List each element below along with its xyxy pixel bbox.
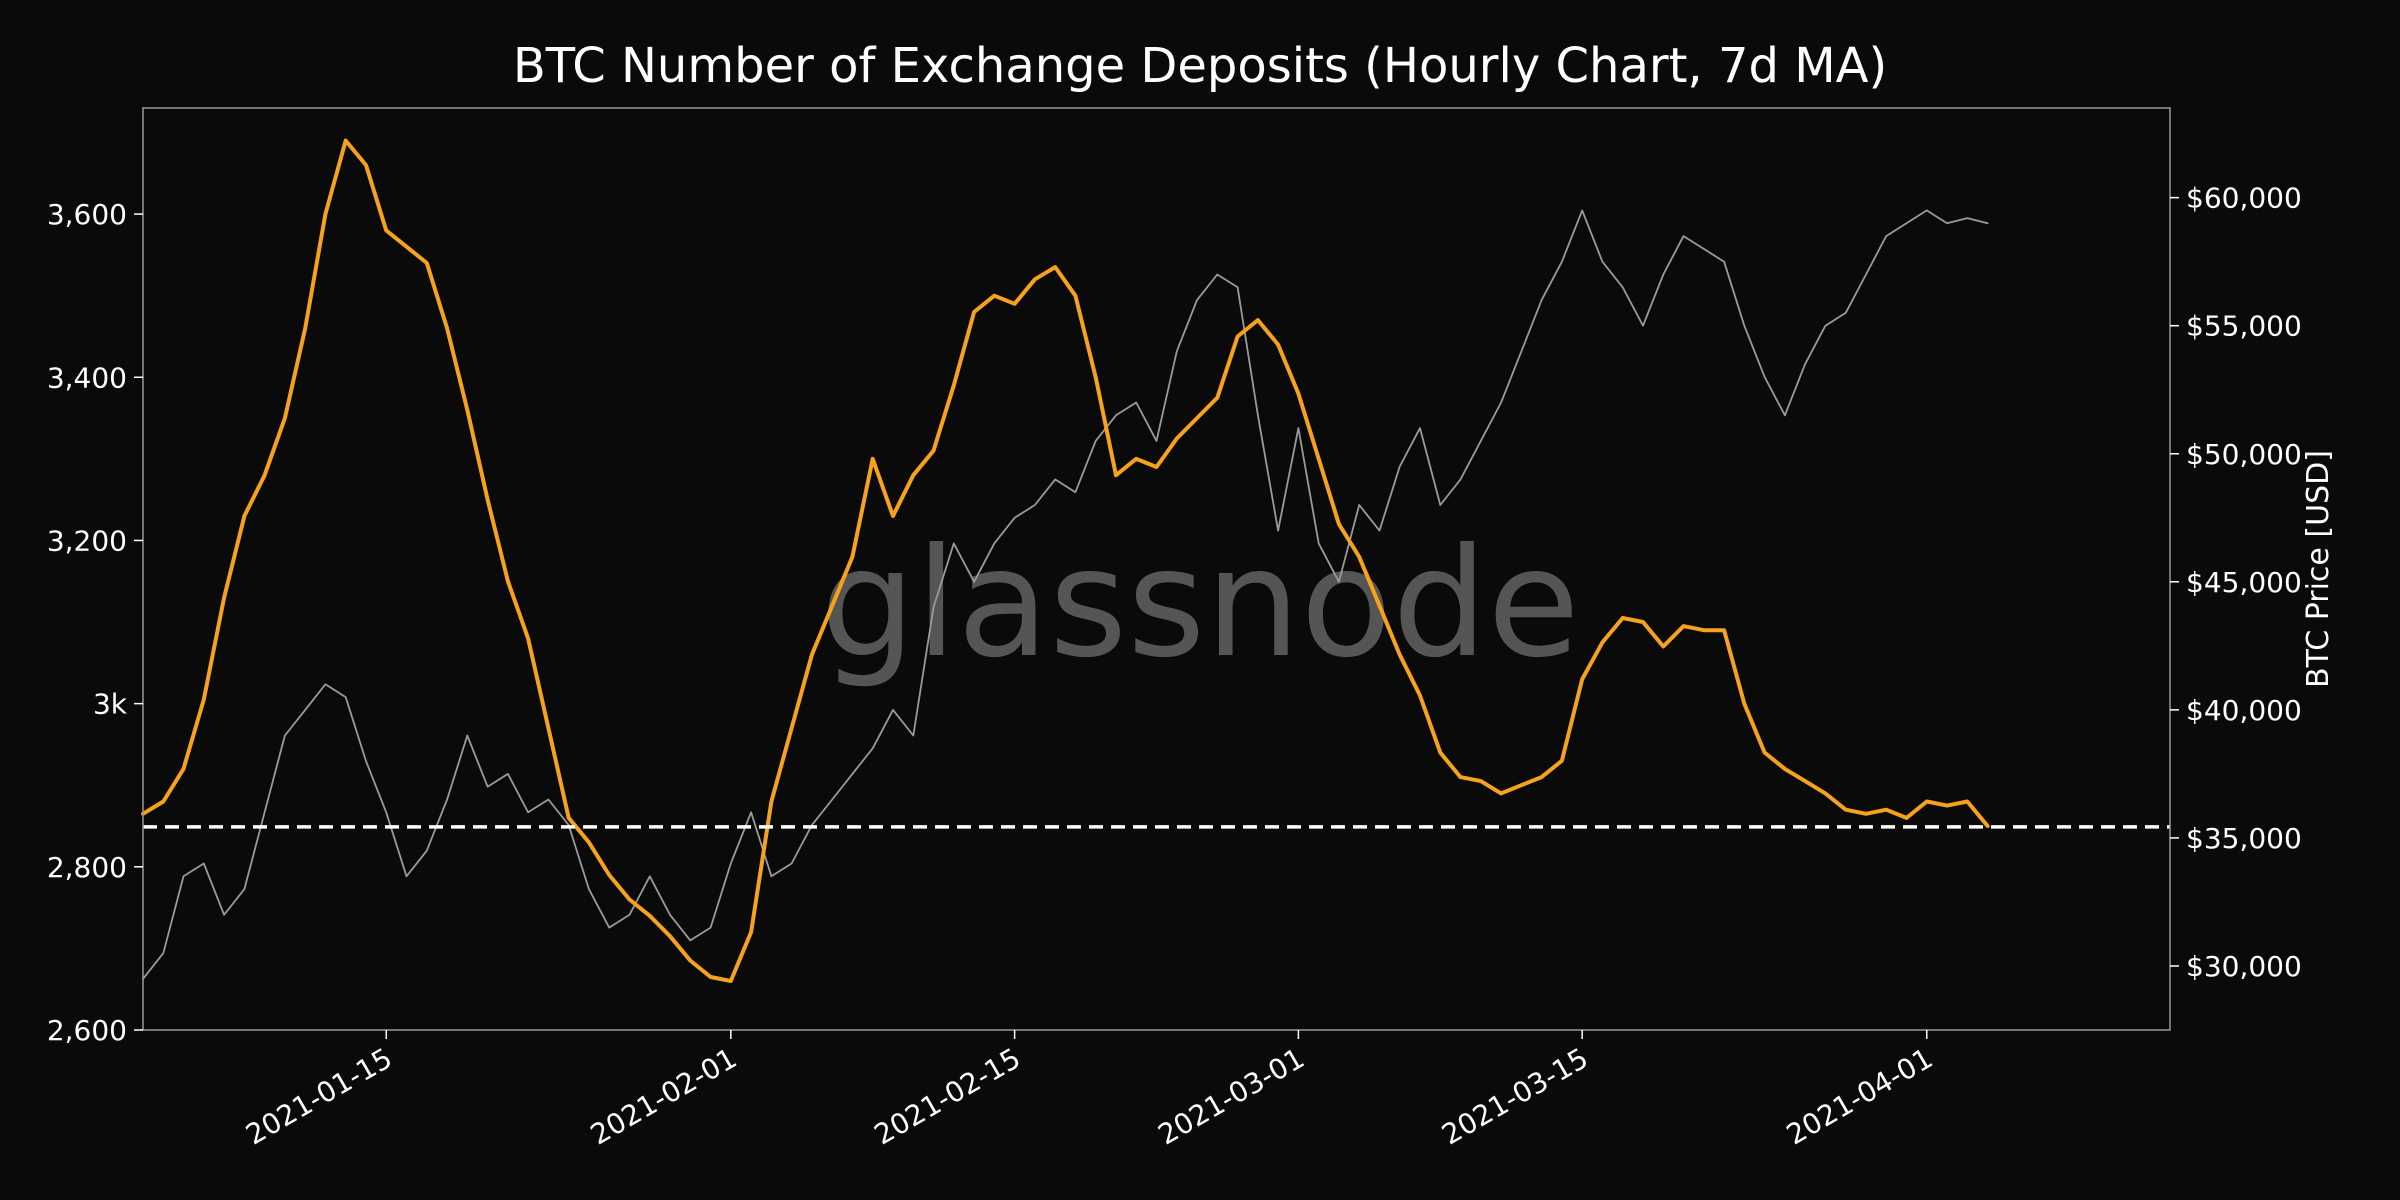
left-tick-label: 2,600 xyxy=(47,1014,127,1047)
right-tick-label: $55,000 xyxy=(2186,310,2302,343)
left-tick-label: 2,800 xyxy=(47,851,127,884)
chart-title: BTC Number of Exchange Deposits (Hourly … xyxy=(513,38,1887,94)
right-tick-label: $50,000 xyxy=(2186,438,2302,471)
left-tick-label: 3k xyxy=(93,688,128,721)
right-tick-label: $40,000 xyxy=(2186,694,2302,727)
x-tick-label: 2021-02-15 xyxy=(869,1041,1026,1151)
left-tick-label: 3,200 xyxy=(47,524,127,557)
btc-price-series-line xyxy=(142,209,1989,980)
x-tick-label: 2021-01-15 xyxy=(240,1041,397,1151)
left-axis: 2,600 2,800 3k 3,200 3,400 3,600 xyxy=(47,198,143,1047)
x-tick-label: 2021-02-01 xyxy=(585,1041,742,1151)
series-layer xyxy=(141,138,1990,983)
plot-frame xyxy=(142,107,2171,1031)
x-tick-label: 2021-03-01 xyxy=(1152,1041,1309,1151)
deposits-series-line xyxy=(141,138,1990,983)
right-tick-label: $30,000 xyxy=(2186,950,2302,983)
x-tick-label: 2021-04-01 xyxy=(1781,1041,1938,1151)
right-tick-label: $60,000 xyxy=(2186,182,2302,215)
x-tick-label: 2021-03-15 xyxy=(1436,1041,1593,1151)
right-axis: $30,000 $35,000 $40,000 $45,000 $50,000 $55,0… xyxy=(2170,182,2302,983)
glassnode-watermark: glassnode xyxy=(820,517,1579,691)
left-tick-label: 3,400 xyxy=(47,361,127,394)
watermark-layer: glassnode xyxy=(820,517,1579,691)
left-tick-label: 3,600 xyxy=(47,198,127,231)
right-axis-label: BTC Price [USD] xyxy=(2301,450,2336,688)
right-tick-label: $45,000 xyxy=(2186,566,2302,599)
right-tick-label: $35,000 xyxy=(2186,822,2302,855)
x-axis: 2021-01-15 2021-02-01 2021-02-15 2021-03-01… xyxy=(240,1030,1938,1151)
